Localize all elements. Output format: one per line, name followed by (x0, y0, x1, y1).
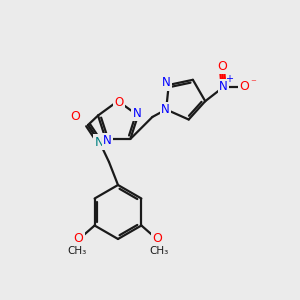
Text: CH₃: CH₃ (150, 247, 169, 256)
Text: O: O (239, 80, 249, 93)
Text: N: N (94, 136, 104, 148)
Text: O: O (114, 97, 124, 110)
Text: +: + (225, 74, 233, 84)
Text: N: N (219, 80, 228, 93)
Text: CH₃: CH₃ (67, 247, 86, 256)
Text: H: H (105, 140, 113, 150)
Text: N: N (161, 103, 170, 116)
Text: O: O (217, 60, 227, 73)
Text: N: N (162, 76, 171, 89)
Text: O: O (70, 110, 80, 124)
Text: O: O (74, 232, 84, 245)
Text: O: O (152, 232, 162, 245)
Text: N: N (103, 134, 112, 148)
Text: N: N (133, 107, 141, 120)
Text: ⁻: ⁻ (250, 78, 256, 88)
